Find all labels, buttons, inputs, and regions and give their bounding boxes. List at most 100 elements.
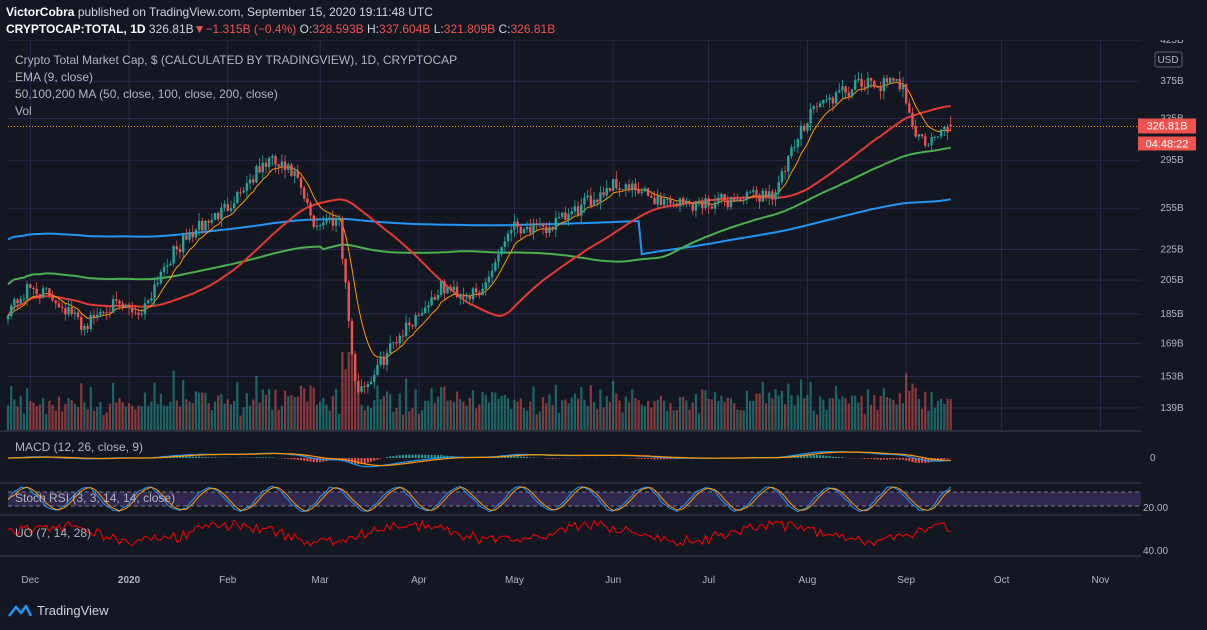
candle-body bbox=[140, 314, 143, 316]
volume-bar bbox=[67, 398, 70, 430]
volume-bar bbox=[143, 392, 147, 430]
time-axis-label: 2020 bbox=[118, 575, 141, 586]
candle-body bbox=[471, 288, 475, 300]
legend-stoch[interactable]: Stoch RSI (3, 3, 14, 14, close) bbox=[15, 491, 175, 505]
volume-bar bbox=[121, 402, 124, 430]
volume-bar bbox=[557, 413, 561, 430]
time-axis-label: Sep bbox=[897, 575, 915, 586]
candle-body bbox=[790, 147, 793, 156]
volume-bar bbox=[134, 409, 137, 430]
macd-histogram-bar bbox=[825, 455, 828, 458]
macd-histogram-bar bbox=[876, 458, 879, 460]
volume-bar bbox=[315, 404, 319, 430]
legend-ema[interactable]: EMA (9, close) bbox=[15, 70, 93, 84]
volume-bar bbox=[191, 403, 194, 430]
chart-canvas[interactable]: 425B375B335B295B255B225B205B185B169B153B… bbox=[0, 40, 1207, 598]
volume-bar bbox=[124, 406, 127, 430]
candle-body bbox=[427, 305, 430, 308]
candle-body bbox=[586, 195, 589, 198]
time-axis-label: May bbox=[505, 575, 524, 586]
volume-bar bbox=[471, 390, 475, 430]
candle-body bbox=[290, 164, 293, 176]
volume-bar bbox=[83, 402, 86, 430]
volume-bar bbox=[717, 401, 720, 430]
macd-histogram-bar bbox=[198, 456, 201, 458]
volume-bar bbox=[48, 400, 51, 430]
macd-histogram-bar bbox=[61, 458, 64, 459]
macd-histogram-bar bbox=[363, 458, 366, 464]
candle-body bbox=[723, 194, 726, 201]
candle-body bbox=[95, 314, 99, 318]
candle-body bbox=[67, 306, 70, 315]
volume-bar bbox=[440, 387, 443, 430]
volume-bar bbox=[764, 403, 768, 430]
macd-histogram-bar bbox=[659, 458, 662, 460]
macd-histogram-bar bbox=[401, 455, 404, 458]
volume-bar bbox=[615, 393, 618, 430]
candle-body bbox=[89, 315, 93, 329]
legend-uo[interactable]: UO (7, 14, 28) bbox=[15, 526, 91, 540]
author-name[interactable]: VictorCobra bbox=[6, 5, 75, 19]
candle-body bbox=[115, 299, 118, 301]
macd-histogram-bar bbox=[666, 458, 669, 460]
volume-bar bbox=[545, 403, 548, 430]
macd-histogram-bar bbox=[255, 457, 258, 458]
volume-bar bbox=[752, 400, 755, 430]
candle-body bbox=[873, 80, 876, 87]
candle-body bbox=[869, 78, 873, 81]
candle-body bbox=[312, 215, 315, 227]
volume-bar bbox=[720, 395, 723, 430]
candle-body bbox=[497, 254, 500, 262]
candle-body bbox=[328, 217, 331, 220]
volume-bar bbox=[99, 401, 102, 430]
candle-body bbox=[924, 136, 927, 146]
candle-body bbox=[446, 287, 449, 294]
candle-body bbox=[430, 297, 433, 306]
macd-histogram-bar bbox=[178, 456, 181, 458]
macd-histogram-bar bbox=[293, 458, 296, 460]
macd-histogram-bar bbox=[366, 458, 369, 463]
volume-bar bbox=[169, 401, 172, 430]
volume-bar bbox=[790, 395, 793, 430]
candle-body bbox=[828, 97, 831, 100]
brand-footer[interactable]: TradingView bbox=[8, 603, 109, 618]
volume-bar bbox=[497, 398, 500, 430]
currency-label: USD bbox=[1157, 55, 1178, 66]
currency-button[interactable]: USD bbox=[1154, 51, 1183, 68]
candle-body bbox=[325, 219, 328, 223]
candle-body bbox=[373, 374, 376, 382]
candle-body bbox=[545, 226, 548, 233]
candle-body bbox=[185, 235, 188, 240]
volume-bar bbox=[608, 401, 612, 430]
volume-bar bbox=[707, 399, 710, 430]
macd-histogram-bar bbox=[879, 458, 882, 460]
legend-ma[interactable]: 50,100,200 MA (50, close, 100, close, 20… bbox=[15, 87, 278, 101]
macd-line bbox=[7, 450, 951, 468]
volume-bar bbox=[236, 382, 239, 430]
volume-bar bbox=[761, 382, 764, 430]
legend-vol[interactable]: Vol bbox=[15, 104, 32, 118]
volume-bar bbox=[576, 398, 580, 430]
candle-body bbox=[83, 325, 86, 330]
candle-body bbox=[911, 112, 914, 127]
candle-body bbox=[949, 124, 952, 127]
price-axis-label: 375B bbox=[1160, 76, 1184, 87]
candle-body bbox=[580, 204, 583, 216]
candle-body bbox=[920, 134, 924, 137]
candle-body bbox=[331, 217, 335, 226]
candle-body bbox=[60, 307, 64, 309]
macd-histogram-bar bbox=[946, 458, 949, 459]
macd-histogram-bar bbox=[315, 458, 318, 463]
candle-body bbox=[271, 155, 274, 158]
candle-body bbox=[519, 226, 522, 234]
candle-body bbox=[927, 144, 930, 146]
candle-body bbox=[408, 322, 411, 326]
volume-bar bbox=[688, 409, 691, 430]
candle-body bbox=[220, 207, 223, 220]
volume-bar bbox=[570, 397, 573, 430]
candle-body bbox=[382, 356, 386, 366]
symbol-name[interactable]: CRYPTOCAP:TOTAL, 1D bbox=[6, 22, 146, 36]
candle-body bbox=[102, 311, 105, 313]
volume-bar bbox=[57, 396, 61, 430]
legend-macd[interactable]: MACD (12, 26, close, 9) bbox=[15, 440, 143, 454]
